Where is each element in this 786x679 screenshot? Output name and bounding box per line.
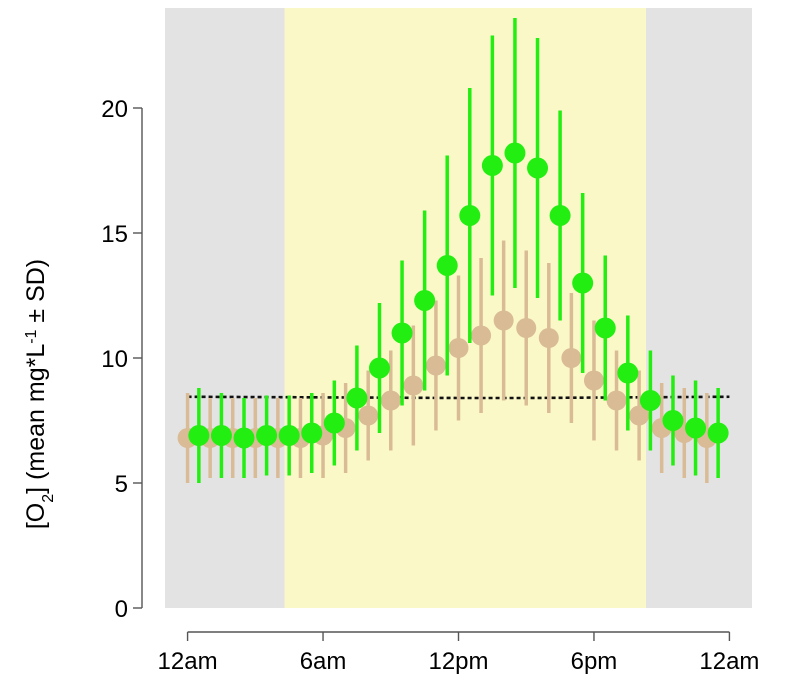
tan-point-16 (516, 318, 537, 338)
tan-point-17 (538, 328, 559, 348)
y-tick-label-5: 20 (101, 96, 128, 123)
axes: 0 5 10 15 20 12am 6am 12pm 6pm 12am (101, 96, 759, 675)
y-tick-label-1: 0 (115, 596, 128, 623)
y-tick-label-3: 10 (101, 346, 128, 373)
green-point-6 (301, 422, 323, 444)
green-point-9 (368, 357, 390, 379)
green-point-10 (391, 322, 413, 344)
green-point-4 (256, 425, 278, 446)
tan-point-12 (425, 355, 446, 376)
green-point-13 (459, 205, 481, 226)
green-point-18 (572, 272, 594, 294)
tan-point-14 (471, 325, 492, 346)
green-point-12 (436, 255, 458, 276)
green-point-5 (278, 425, 300, 446)
tan-point-9 (358, 405, 379, 426)
x-tick-label-3: 12pm (428, 648, 488, 675)
tan-point-15 (493, 310, 514, 331)
green-point-11 (414, 290, 436, 311)
green-point-16 (527, 157, 549, 179)
green-point-7 (323, 412, 345, 434)
x-tick-label-4: 6pm (571, 648, 618, 675)
night-band-1 (165, 8, 285, 608)
y-tick-label-2: 5 (115, 471, 128, 498)
green-point-17 (549, 205, 571, 226)
y-tick-label-4: 15 (101, 221, 128, 248)
green-point-2 (210, 425, 232, 446)
green-point-22 (662, 410, 684, 431)
green-point-21 (639, 390, 661, 411)
y-axis-title: [O2] (mean mg*L-1 ± SD) (22, 259, 57, 529)
tan-point-19 (583, 370, 604, 391)
day-band (284, 8, 646, 608)
green-point-15 (504, 142, 526, 164)
tan-point-10 (380, 390, 401, 411)
green-point-3 (233, 427, 255, 449)
green-point-8 (346, 387, 368, 409)
series-green (188, 18, 729, 483)
tan-point-13 (448, 338, 469, 358)
tan-point-20 (606, 390, 627, 411)
y-axis-title-part-1: [O (22, 503, 50, 529)
background-bands (165, 8, 752, 608)
green-point-14 (481, 155, 503, 176)
green-point-20 (617, 362, 639, 384)
night-band-2 (645, 8, 752, 608)
tan-point-18 (561, 348, 582, 368)
y-axis-title-superscript: -1 (23, 329, 40, 343)
y-axis-title-subscript: 2 (40, 494, 57, 503)
x-tick-label-2: 6am (300, 648, 347, 675)
tan-point-11 (403, 375, 424, 396)
green-point-19 (594, 317, 616, 339)
green-point-1 (188, 425, 210, 446)
x-tick-label-5: 12am (699, 648, 759, 675)
green-point-23 (685, 417, 707, 439)
y-axis-title-part-3: ± SD) (22, 259, 50, 330)
tan-point-21 (629, 405, 650, 426)
green-point-24 (707, 422, 729, 444)
y-axis-title-part-2: ] (mean mg*L (22, 344, 50, 494)
x-tick-label-1: 12am (158, 648, 218, 675)
